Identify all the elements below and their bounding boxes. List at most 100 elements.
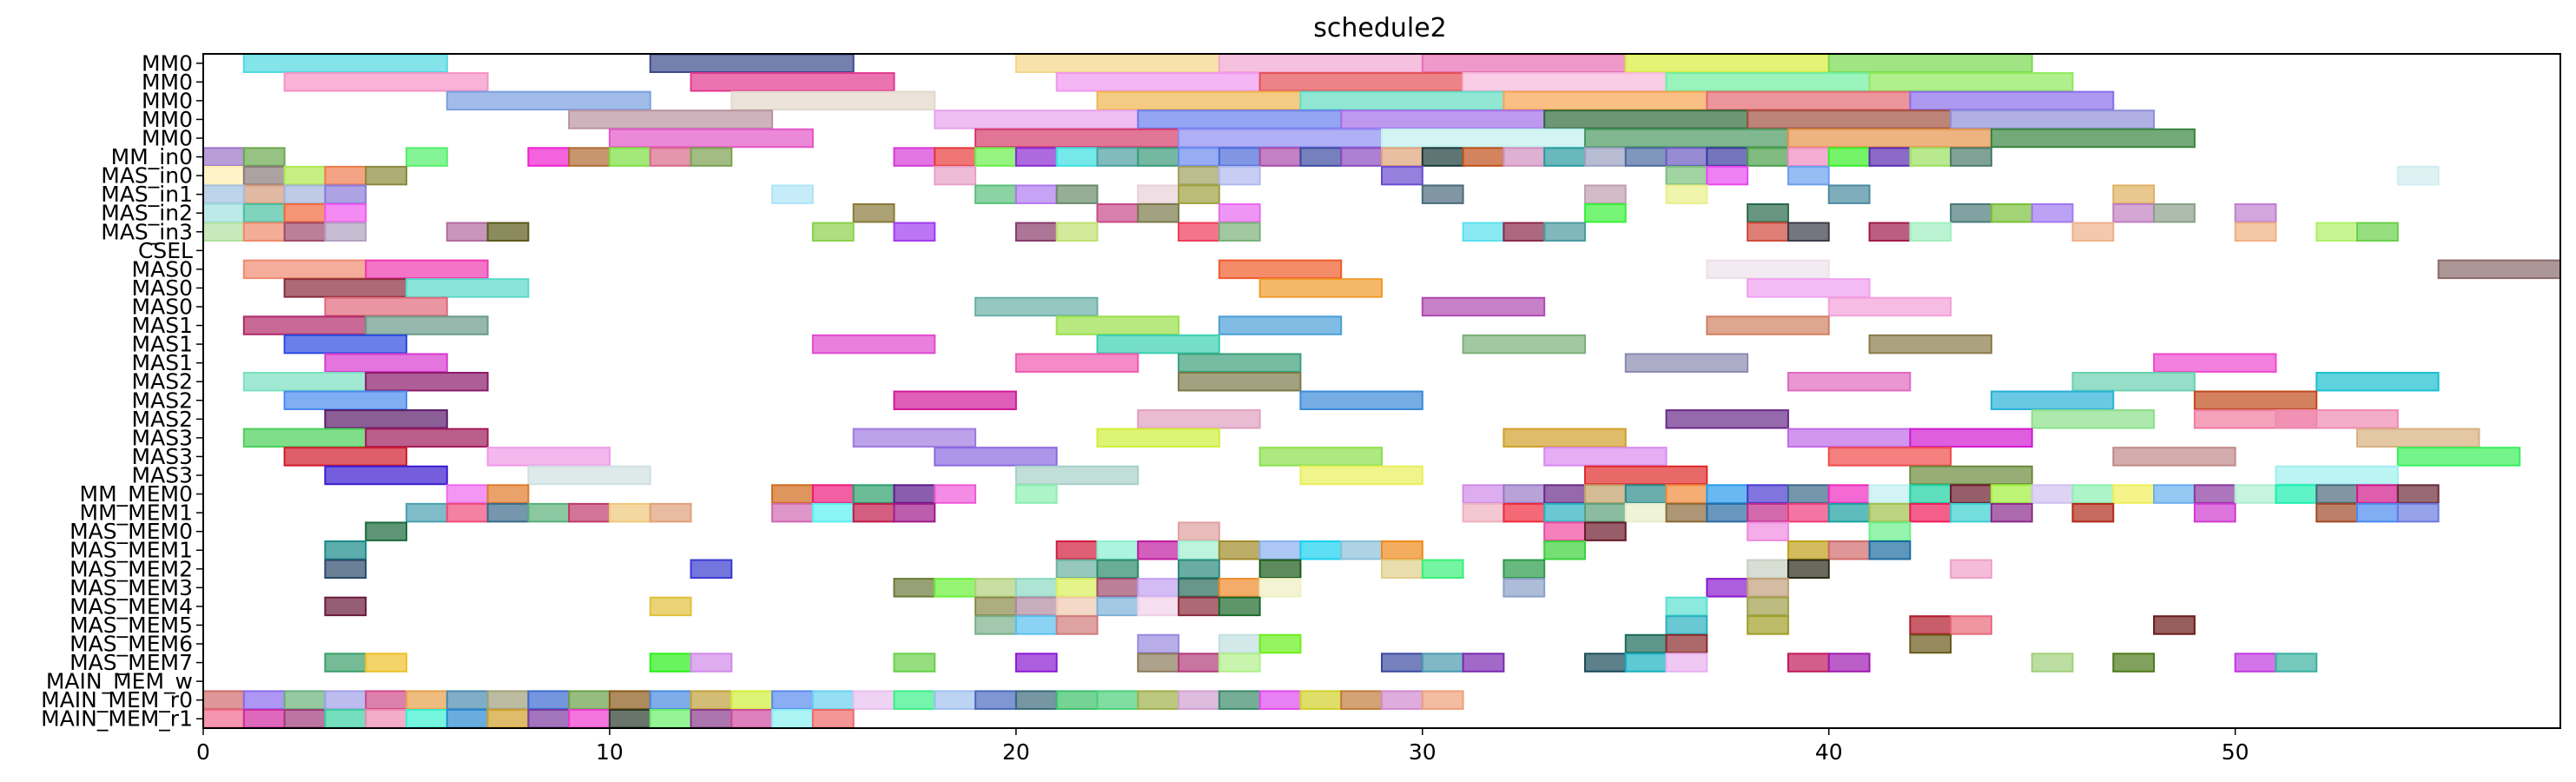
task-bar	[242, 147, 286, 167]
task-bar	[974, 296, 1099, 317]
task-bar	[1503, 427, 1627, 448]
task-bar	[324, 409, 448, 429]
task-bar	[2193, 484, 2236, 504]
task-bar	[1178, 128, 1383, 149]
task-bar	[405, 690, 448, 710]
y-tick-label: MAS0	[132, 295, 193, 320]
y-tick-label: MAS2	[132, 388, 193, 413]
task-bar	[771, 690, 814, 710]
task-bar	[934, 109, 1139, 129]
task-bar	[1421, 690, 1464, 710]
task-bar	[1178, 559, 1220, 580]
y-tick-label: MAIN_MEM_w	[46, 669, 193, 694]
task-bar	[324, 596, 367, 617]
task-bar	[1258, 72, 1464, 92]
task-bar	[1950, 147, 1992, 167]
task-bar	[1503, 147, 1546, 167]
task-bar	[1583, 653, 1627, 673]
task-bar	[1014, 147, 1058, 167]
task-bar	[568, 147, 611, 167]
task-bar	[324, 296, 448, 317]
task-bar	[1868, 222, 1912, 242]
task-bar	[1624, 484, 1668, 504]
task-bar	[1137, 409, 1261, 429]
task-bar	[1462, 653, 1505, 673]
task-bar	[1583, 184, 1627, 204]
task-bar	[1299, 90, 1505, 111]
task-bar	[2275, 465, 2399, 486]
task-bar	[649, 502, 692, 523]
task-bar	[852, 427, 977, 448]
task-bar	[2234, 484, 2277, 504]
task-bar	[1137, 147, 1180, 167]
task-bar	[1258, 147, 1302, 167]
task-bar	[1014, 353, 1139, 373]
task-bar	[283, 708, 327, 729]
task-bar	[324, 165, 367, 186]
task-bar	[1868, 484, 1912, 504]
task-bar	[1218, 540, 1261, 560]
task-bar	[1299, 465, 1423, 486]
y-axis-labels: MM0MM0MM0MM0MM0MM_in0MAS_in0MAS_in1MAS_i…	[41, 50, 203, 732]
task-bar	[1583, 484, 1627, 504]
task-bar	[1950, 615, 1992, 635]
task-bar	[690, 559, 733, 580]
task-bar	[568, 109, 774, 129]
task-bar	[1462, 334, 1586, 355]
task-bar	[974, 184, 1017, 204]
task-bar	[242, 371, 367, 392]
task-bar	[1055, 578, 1099, 598]
task-bar	[1299, 147, 1343, 167]
task-bar	[486, 222, 530, 242]
task-bar	[1787, 559, 1830, 580]
task-bar	[1381, 540, 1423, 560]
task-bar	[1787, 165, 1830, 186]
task-bar	[2396, 502, 2440, 523]
task-bar	[934, 690, 977, 710]
task-bar	[771, 708, 814, 729]
task-bar	[1178, 596, 1220, 617]
task-bar	[608, 502, 651, 523]
task-bar	[324, 465, 448, 486]
task-bar	[2112, 653, 2156, 673]
task-bar	[2396, 484, 2440, 504]
task-bar	[446, 484, 489, 504]
task-bar	[1055, 184, 1099, 204]
x-tick-label: 0	[196, 739, 210, 765]
task-bar	[1827, 53, 2033, 74]
task-bar	[1503, 222, 1546, 242]
task-bar	[1096, 578, 1139, 598]
task-bar	[1665, 615, 1708, 635]
task-bar	[242, 315, 367, 335]
task-bar	[1909, 90, 2115, 111]
task-bar	[690, 147, 733, 167]
task-bar	[1543, 540, 1586, 560]
task-bar	[1014, 465, 1139, 486]
task-bar	[934, 484, 977, 504]
task-bar	[242, 690, 286, 710]
x-tick-label: 40	[1815, 739, 1843, 765]
y-tick-label: MM_MEM1	[80, 500, 193, 526]
x-axis: 0 10 20 30 40 50	[196, 728, 2249, 765]
task-bar	[893, 502, 936, 523]
task-bar	[1299, 690, 1343, 710]
task-bar	[1503, 484, 1546, 504]
task-bar	[1950, 559, 1992, 580]
task-bar	[242, 708, 286, 729]
task-bar	[1747, 202, 1789, 223]
task-bar	[365, 708, 407, 729]
task-bar	[1178, 690, 1220, 710]
task-bar	[2112, 202, 2156, 223]
task-bar	[771, 484, 814, 504]
task-bar	[365, 690, 407, 710]
task-bar	[1137, 596, 1180, 617]
task-bar	[324, 708, 367, 729]
task-bar	[1868, 502, 1912, 523]
task-bar	[324, 184, 367, 204]
task-bar	[811, 690, 855, 710]
task-bar	[2356, 502, 2399, 523]
task-bar	[1421, 184, 1464, 204]
task-bar	[1747, 521, 1789, 541]
task-bar	[324, 690, 367, 710]
task-bar	[365, 165, 407, 186]
